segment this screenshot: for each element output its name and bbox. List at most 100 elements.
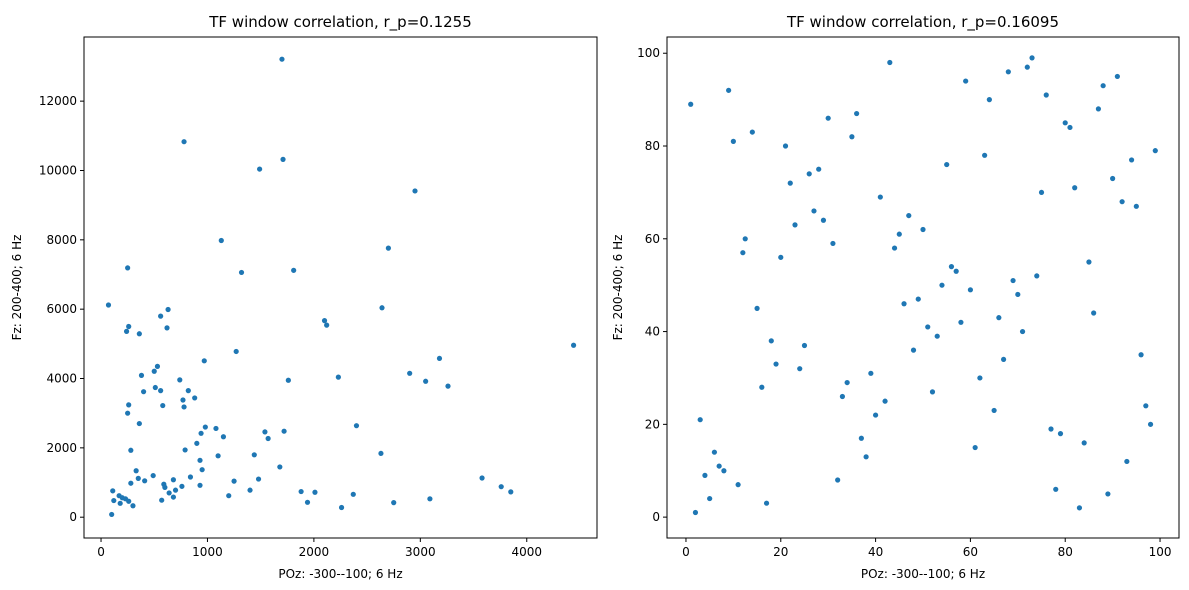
data-point — [378, 450, 384, 457]
data-point — [759, 384, 765, 390]
data-point — [749, 129, 755, 135]
data-point — [128, 447, 134, 453]
data-point — [130, 503, 136, 509]
y-axis-label: Fz: 200-400; 6 Hz — [611, 235, 625, 341]
data-point — [338, 504, 345, 511]
data-point — [982, 152, 988, 158]
data-point — [1057, 431, 1064, 437]
data-point — [1015, 291, 1021, 298]
data-point — [150, 472, 156, 479]
y-tick-label: 0 — [652, 510, 660, 524]
x-tick-label: 2000 — [299, 545, 330, 559]
data-point — [423, 378, 429, 384]
data-point — [801, 342, 808, 349]
data-point — [1072, 185, 1078, 191]
data-point — [877, 194, 883, 200]
data-point — [111, 497, 117, 504]
data-point — [910, 347, 917, 353]
scatter-chart-2: TF window correlation, r_p=0.16095 0 20 40 6… — [611, 13, 1180, 581]
data-point — [136, 331, 142, 337]
data-point — [141, 389, 147, 395]
data-point — [391, 500, 397, 506]
data-point — [1048, 426, 1054, 432]
data-point — [1105, 491, 1111, 497]
data-point — [109, 511, 115, 518]
data-point — [1143, 403, 1149, 409]
data-point — [872, 412, 879, 418]
y-tick-label: 8000 — [46, 233, 77, 247]
data-point — [1029, 55, 1035, 61]
data-point — [953, 268, 959, 274]
data-point — [1076, 505, 1083, 511]
data-point — [740, 250, 746, 256]
data-point — [1019, 328, 1026, 335]
data-point — [277, 464, 283, 470]
data-point — [849, 134, 855, 140]
data-point — [194, 440, 200, 446]
data-point — [160, 402, 166, 409]
y-tick-label: 0 — [69, 510, 77, 524]
data-point — [882, 398, 888, 404]
data-point — [226, 493, 232, 499]
data-point — [133, 468, 139, 474]
data-point — [166, 490, 172, 496]
data-point — [202, 424, 208, 430]
data-point — [201, 358, 207, 364]
data-point — [158, 313, 164, 319]
data-point — [312, 489, 318, 495]
data-point — [570, 342, 577, 348]
data-point — [407, 370, 413, 376]
data-point — [991, 407, 997, 414]
data-point — [179, 483, 185, 489]
data-point — [1034, 273, 1040, 279]
data-point — [844, 379, 850, 386]
x-tick-label: 3000 — [405, 545, 436, 559]
data-point — [967, 287, 974, 293]
data-point — [427, 496, 433, 502]
data-point — [1062, 120, 1068, 126]
data-point — [291, 267, 297, 273]
data-point — [1114, 73, 1120, 80]
data-point — [972, 444, 978, 451]
data-point — [1091, 310, 1097, 316]
x-tick-label: 20 — [773, 545, 788, 559]
data-point — [742, 236, 748, 242]
data-point — [154, 363, 161, 369]
chart-title: TF window correlation, r_p=0.1255 — [208, 13, 472, 32]
x-tick-label: 100 — [1149, 545, 1172, 559]
data-point — [792, 222, 798, 228]
data-point — [977, 375, 983, 381]
data-point — [192, 395, 198, 401]
data-point — [251, 452, 257, 458]
data-point — [185, 388, 191, 394]
data-point — [215, 453, 221, 459]
data-point — [839, 393, 846, 400]
data-point — [1010, 277, 1016, 284]
data-point — [887, 59, 893, 66]
data-point — [136, 420, 142, 427]
x-tick-label: 60 — [963, 545, 978, 559]
data-point — [763, 500, 770, 506]
data-point — [773, 361, 779, 367]
data-point — [125, 265, 131, 271]
x-axis-label: POz: -300--100; 6 Hz — [278, 567, 402, 581]
data-point — [197, 457, 203, 463]
data-point — [1152, 148, 1158, 154]
plot-frame — [83, 36, 598, 539]
data-point — [445, 383, 451, 389]
data-point — [128, 480, 134, 486]
data-point — [1100, 83, 1106, 89]
data-point — [929, 389, 936, 395]
data-point — [1053, 486, 1059, 492]
data-point — [830, 240, 836, 247]
data-point — [934, 333, 940, 339]
data-point — [126, 402, 132, 408]
data-point — [213, 425, 219, 432]
data-point — [233, 348, 239, 355]
chart-title: TF window correlation, r_p=0.16095 — [786, 13, 1059, 32]
data-point — [152, 384, 158, 391]
data-point — [820, 217, 827, 223]
data-point — [1081, 440, 1087, 446]
data-point — [1119, 199, 1125, 205]
